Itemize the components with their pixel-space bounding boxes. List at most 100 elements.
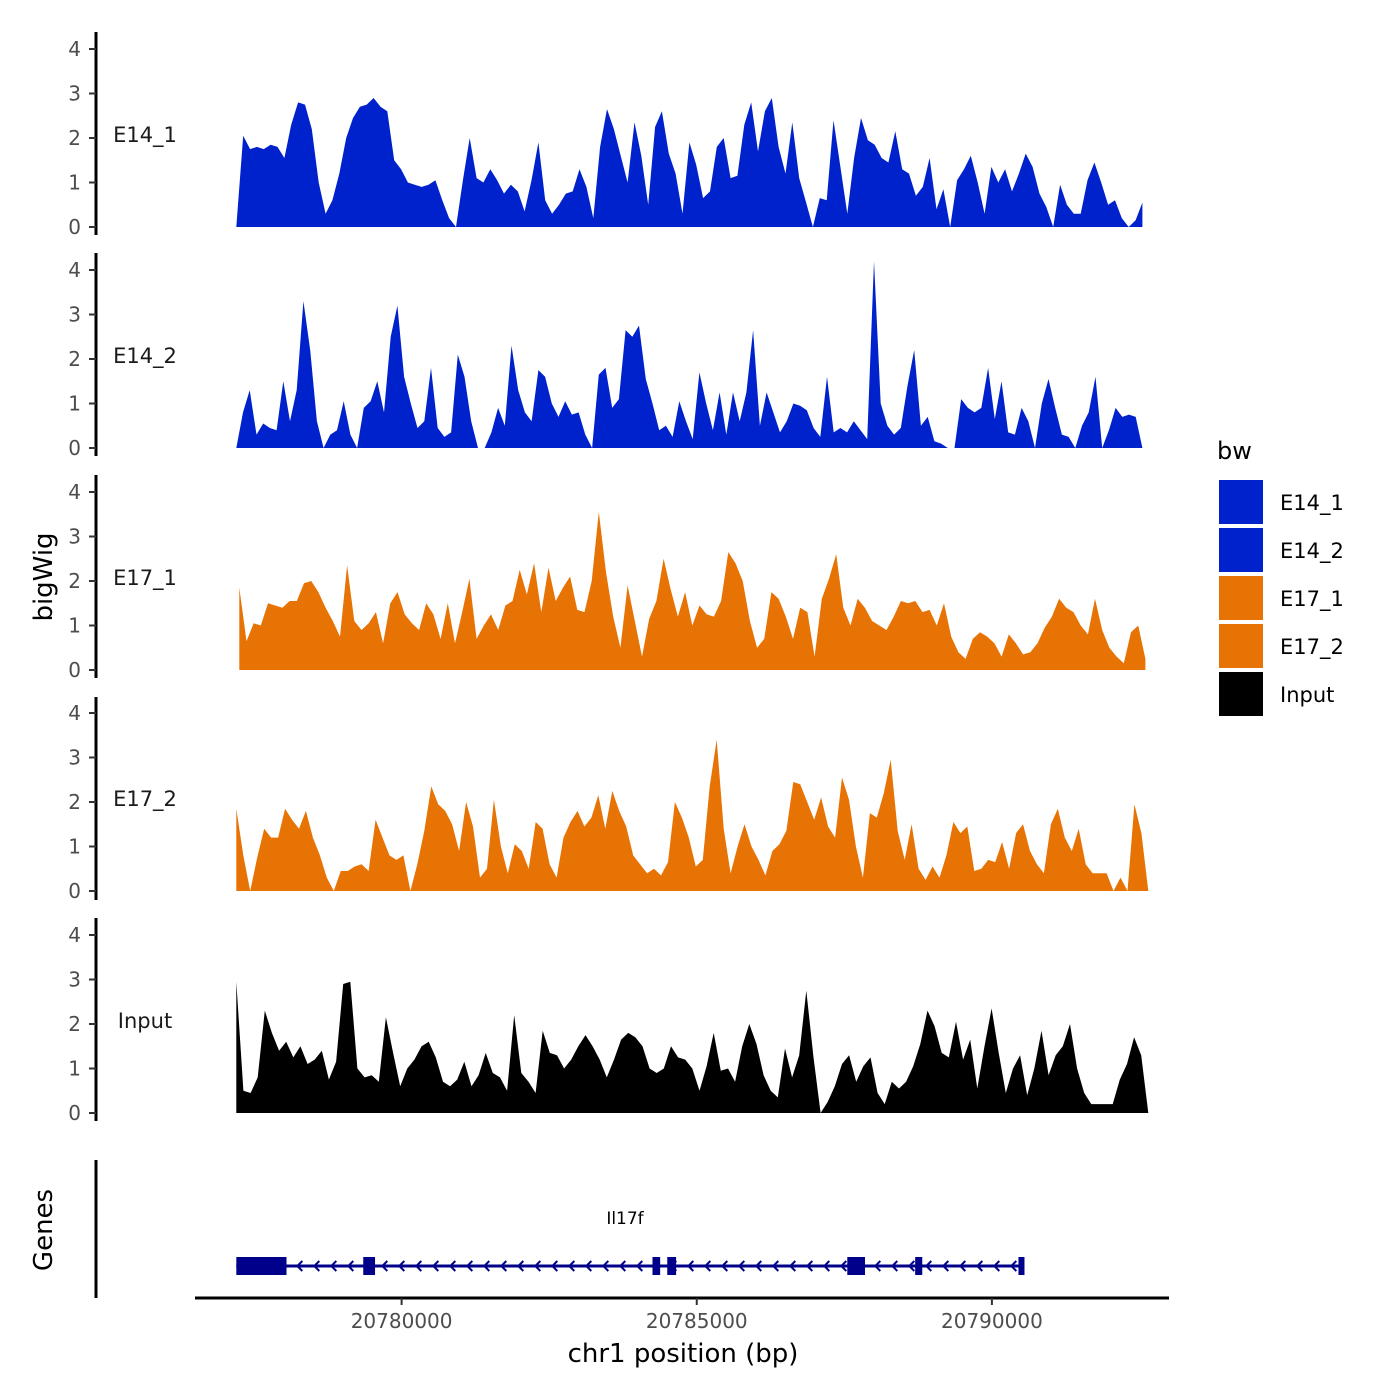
- y-tick-label: 1: [68, 171, 81, 195]
- signal-area-e14-1: [236, 98, 1143, 227]
- y-tick-label: 2: [68, 1012, 81, 1036]
- strand-arrow: [975, 1260, 984, 1272]
- strand-arrow: [499, 1260, 508, 1272]
- strand-arrow: [771, 1260, 780, 1272]
- track-label: E14_1: [113, 123, 177, 148]
- y-tick-label: 0: [68, 1101, 81, 1125]
- strand-arrow: [516, 1260, 525, 1272]
- y-tick-label: 0: [68, 879, 81, 903]
- strand-arrow: [873, 1260, 882, 1272]
- y-tick-label: 3: [68, 82, 81, 106]
- strand-arrow: [924, 1260, 933, 1272]
- y-tick-label: 2: [68, 126, 81, 150]
- strand-arrow: [329, 1260, 338, 1272]
- strand-arrow: [448, 1260, 457, 1272]
- strand-arrow: [1009, 1260, 1018, 1272]
- signal-area-e17-1: [239, 512, 1146, 670]
- y-tick-label: 1: [68, 614, 81, 638]
- legend-label: E14_2: [1280, 539, 1344, 564]
- strand-arrow: [737, 1260, 746, 1272]
- track-label: Input: [118, 1009, 172, 1033]
- legend-swatch: [1219, 576, 1263, 620]
- strand-arrow: [533, 1260, 542, 1272]
- legend-swatch: [1219, 672, 1263, 716]
- strand-arrow: [754, 1260, 763, 1272]
- x-axis-title: chr1 position (bp): [568, 1339, 799, 1369]
- legend-label: E17_2: [1280, 635, 1344, 660]
- y-tick-label: 0: [68, 658, 81, 682]
- y-tick-label: 3: [68, 968, 81, 992]
- gene-exon: [915, 1257, 923, 1275]
- legend-swatch: [1219, 480, 1263, 524]
- strand-arrow: [720, 1260, 729, 1272]
- legend-label: E14_1: [1280, 491, 1344, 516]
- strand-arrow: [465, 1260, 474, 1272]
- strand-arrow: [584, 1260, 593, 1272]
- y-tick-label: 3: [68, 525, 81, 549]
- x-tick-label: 20785000: [646, 1309, 748, 1333]
- strand-arrow: [414, 1260, 423, 1272]
- strand-arrow: [550, 1260, 559, 1272]
- gene-exon: [652, 1257, 661, 1275]
- strand-arrow: [788, 1260, 797, 1272]
- y-tick-label: 4: [68, 258, 81, 282]
- strand-arrow: [805, 1260, 814, 1272]
- y-tick-label: 4: [68, 480, 81, 504]
- track-e14-1: 0 1 2 3 4 E14_1: [68, 32, 1143, 239]
- signal-area-e17-2: [236, 739, 1149, 891]
- legend: bw E14_1 E14_2 E17_1 E17_2 Input: [1217, 437, 1344, 716]
- legend-label: Input: [1280, 683, 1334, 707]
- strand-arrow: [907, 1260, 916, 1272]
- x-axis: 20780000 20785000 20790000: [195, 1296, 1169, 1333]
- gene-exon: [1018, 1257, 1025, 1275]
- track-label: E17_2: [113, 787, 177, 812]
- gene-exon: [667, 1257, 677, 1275]
- strand-arrow: [958, 1260, 967, 1272]
- strand-arrow: [601, 1260, 610, 1272]
- y-tick-label: 1: [68, 835, 81, 859]
- strand-arrow: [380, 1260, 389, 1272]
- strand-arrow: [431, 1260, 440, 1272]
- y-tick-label: 2: [68, 569, 81, 593]
- y-tick-label: 0: [68, 436, 81, 460]
- strand-arrow: [686, 1260, 695, 1272]
- track-input: 0 1 2 3 4 Input: [68, 918, 1149, 1125]
- signal-area-input: [236, 981, 1149, 1113]
- genes-panel-title: Genes: [29, 1189, 59, 1271]
- legend-title: bw: [1217, 437, 1252, 465]
- strand-arrow: [703, 1260, 712, 1272]
- gene-model: [236, 1257, 1025, 1275]
- y-tick-label: 2: [68, 347, 81, 371]
- strand-arrow: [567, 1260, 576, 1272]
- strand-arrow: [312, 1260, 321, 1272]
- legend-label: E17_1: [1280, 587, 1344, 612]
- strand-arrow: [941, 1260, 950, 1272]
- gene-exon: [236, 1257, 287, 1275]
- y-tick-label: 1: [68, 1057, 81, 1081]
- y-axis-title: bigWig: [29, 532, 59, 621]
- track-e17-2: 0 1 2 3 4 E17_2: [68, 697, 1149, 903]
- track-e14-2: 0 1 2 3 4 E14_2: [68, 253, 1143, 460]
- strand-arrow: [992, 1260, 1001, 1272]
- y-tick-label: 4: [68, 701, 81, 725]
- legend-swatch: [1219, 624, 1263, 668]
- legend-swatch: [1219, 528, 1263, 572]
- y-tick-label: 3: [68, 746, 81, 770]
- strand-arrow: [346, 1260, 355, 1272]
- gene-exon: [363, 1257, 376, 1275]
- strand-arrow: [618, 1260, 627, 1272]
- y-tick-label: 3: [68, 303, 81, 327]
- gene-name-label: Il17f: [606, 1209, 644, 1229]
- signal-tracks: 0 1 2 3 4 E14_1 0 1 2 3 4 E14_2 0 1 2 3 4 E17_1 0 1 2 3 4 E17_2…: [68, 32, 1149, 1125]
- strand-arrow: [482, 1260, 491, 1272]
- x-tick-label: 20790000: [941, 1309, 1043, 1333]
- gene-exon: [847, 1257, 865, 1275]
- strand-arrow: [397, 1260, 406, 1272]
- gene-panel: Il17f: [94, 1160, 645, 1298]
- signal-area-e14-2: [236, 261, 1143, 448]
- strand-arrow: [635, 1260, 644, 1272]
- y-tick-label: 0: [68, 215, 81, 239]
- strand-arrow: [890, 1260, 899, 1272]
- strand-arrow: [839, 1260, 848, 1272]
- track-label: E17_1: [113, 566, 177, 591]
